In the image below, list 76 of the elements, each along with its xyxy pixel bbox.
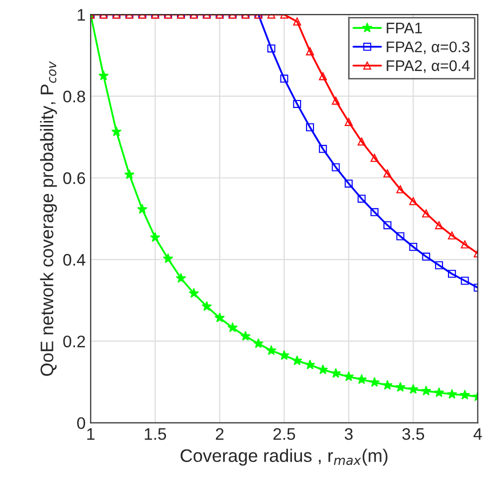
y-axis-title: QoE network coverage probability, P$_{cov}$ <box>40 61 57 376</box>
x-tick-label: 4 <box>474 428 482 440</box>
x-tick-label: 1 <box>87 428 94 440</box>
point <box>356 374 367 384</box>
point <box>137 204 148 214</box>
point <box>214 312 225 322</box>
point <box>460 390 470 400</box>
x-tick-label: 2.5 <box>273 428 296 440</box>
y-tick-label: 0 <box>77 417 86 430</box>
point <box>344 180 353 188</box>
point <box>332 163 340 172</box>
point <box>422 209 430 218</box>
point <box>332 96 340 105</box>
point <box>358 194 366 203</box>
point <box>434 387 444 398</box>
y-tick-label: 1 <box>78 9 85 21</box>
point <box>176 272 186 283</box>
point <box>306 123 314 132</box>
point <box>318 144 327 153</box>
point <box>420 386 432 396</box>
point <box>344 118 353 126</box>
legend-label: FPA1 <box>386 22 422 34</box>
x-tick-label: 3 <box>344 428 353 440</box>
y-tick-label: 0.8 <box>63 90 86 102</box>
point <box>330 368 341 378</box>
point <box>435 221 444 230</box>
point <box>318 72 327 80</box>
point <box>304 359 316 370</box>
point <box>370 208 379 216</box>
point <box>395 382 406 392</box>
point <box>396 232 404 240</box>
point <box>409 197 418 206</box>
point <box>293 100 302 108</box>
point <box>358 138 366 146</box>
point <box>460 240 469 248</box>
point <box>280 74 288 83</box>
point <box>227 322 238 332</box>
point <box>408 384 418 394</box>
point <box>448 270 456 278</box>
y-tick-label: 0.4 <box>63 254 86 266</box>
point <box>318 364 328 374</box>
point <box>266 345 276 356</box>
point <box>460 276 469 285</box>
point <box>446 388 458 399</box>
x-tick-label: 1.5 <box>144 428 166 440</box>
x-tick-label: 3.5 <box>402 428 424 440</box>
x-axis-title: Coverage radius , r$_{max}$(m) <box>180 448 388 466</box>
point <box>369 377 380 387</box>
point <box>253 338 264 348</box>
point <box>382 380 393 390</box>
y-tick-label: 0.6 <box>63 172 86 184</box>
point <box>267 44 276 52</box>
point <box>240 330 251 341</box>
point <box>396 185 404 194</box>
point <box>202 301 212 311</box>
point <box>448 231 456 240</box>
point <box>370 154 379 162</box>
y-tick-label: 0.2 <box>63 336 85 348</box>
point <box>409 242 418 251</box>
point <box>383 169 392 178</box>
point <box>279 350 290 360</box>
legend-label: FPA2, α=0.4 <box>386 60 470 73</box>
point <box>344 371 354 382</box>
point <box>383 221 392 230</box>
point <box>150 232 160 242</box>
point <box>188 288 200 298</box>
point <box>111 126 122 136</box>
point <box>162 253 174 264</box>
point <box>292 355 302 366</box>
point <box>306 47 314 56</box>
legend-label: FPA2, α=0.3 <box>386 41 470 54</box>
point <box>422 252 430 261</box>
x-tick-label: 2 <box>216 428 224 440</box>
point <box>435 261 444 270</box>
point <box>293 18 302 26</box>
point <box>124 169 135 180</box>
